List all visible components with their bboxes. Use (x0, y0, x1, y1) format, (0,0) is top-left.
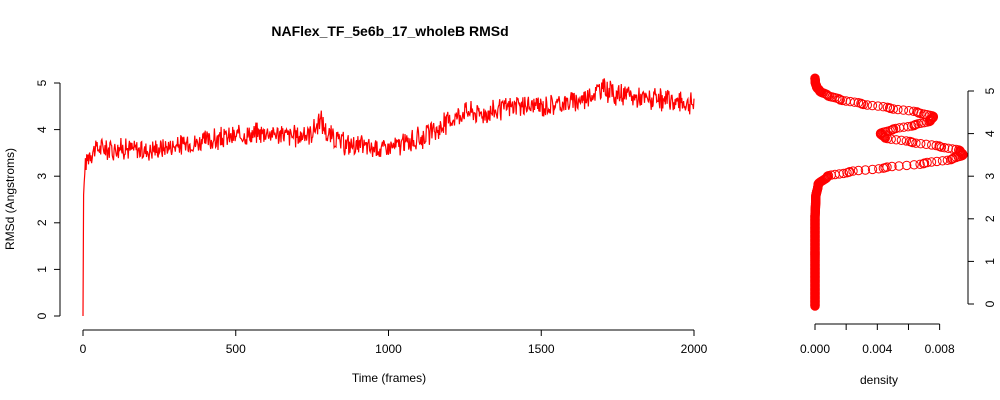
rmsd-series (82, 78, 695, 317)
density-point (951, 144, 961, 155)
main-y-tick-label: 4 (35, 126, 49, 133)
density-point (932, 156, 942, 167)
density-point (942, 155, 953, 166)
density-point (901, 136, 911, 146)
density-point (891, 135, 901, 145)
density-point (894, 161, 904, 171)
density-x-tick-label: 0.000 (800, 342, 830, 356)
density-x-axis-label: density (860, 373, 898, 387)
main-x-axis: 0 500 1000 1500 2000 (80, 329, 708, 356)
main-y-tick-label: 2 (35, 219, 49, 226)
density-point (882, 102, 893, 113)
density-series (810, 73, 968, 311)
density-point (956, 148, 967, 158)
main-y-axis: 0 1 2 3 4 5 (35, 79, 61, 319)
density-point (898, 105, 909, 115)
density-x-tick-label: 0.004 (862, 342, 892, 356)
density-point (921, 139, 931, 150)
density-point (909, 106, 919, 117)
density-point (882, 162, 892, 172)
density-point (867, 164, 878, 175)
density-point (873, 101, 883, 111)
density-point (914, 108, 924, 118)
density-y-tick-label: 4 (983, 130, 997, 137)
density-point (845, 167, 855, 177)
main-x-tick-label: 1500 (528, 342, 555, 356)
density-point (887, 161, 897, 172)
density-point (915, 159, 925, 170)
density-point (934, 141, 944, 151)
density-point (909, 120, 919, 131)
density-point (853, 165, 864, 176)
density-point (911, 138, 921, 148)
density-point (821, 173, 831, 184)
density-x-axis: 0.000 0.004 0.008 (800, 323, 955, 356)
density-point (927, 140, 937, 150)
density-point (904, 106, 914, 116)
rmsd-line (82, 78, 695, 317)
density-y-tick-label: 0 (983, 300, 997, 307)
main-x-tick-label: 1000 (375, 342, 402, 356)
density-point (922, 157, 932, 168)
main-x-tick-label: 500 (226, 342, 246, 356)
chart-title: NAFlex_TF_5e6b_17_wholeB RMSd (271, 23, 508, 39)
density-point (878, 102, 888, 112)
density-point (867, 100, 878, 111)
density-x-tick-label: 0.008 (925, 342, 955, 356)
density-y-tick-label: 5 (983, 87, 997, 94)
main-y-axis-label: RMSd (Angstroms) (3, 148, 17, 250)
density-y-tick-label: 2 (983, 215, 997, 222)
density-point (926, 157, 937, 167)
main-y-tick-label: 1 (35, 266, 49, 273)
density-point (902, 160, 912, 171)
density-point (875, 128, 886, 139)
density-point (909, 160, 919, 170)
main-y-tick-label: 0 (35, 312, 49, 319)
density-point (862, 100, 872, 110)
density-y-tick-label: 1 (983, 258, 997, 265)
density-point (860, 165, 871, 175)
density-point (931, 140, 941, 151)
density-y-tick-label: 3 (983, 173, 997, 180)
density-point (841, 96, 851, 106)
main-y-tick-label: 3 (35, 173, 49, 180)
main-x-tick-label: 0 (80, 342, 87, 356)
density-point (834, 169, 844, 179)
density-y-axis: 0 1 2 3 4 5 (967, 87, 997, 307)
main-x-axis-label: Time (frames) (352, 371, 426, 385)
density-point (913, 107, 923, 118)
density-point (838, 168, 849, 179)
main-x-tick-label: 2000 (681, 342, 708, 356)
density-point (896, 135, 907, 146)
density-point (848, 166, 858, 176)
density-point (810, 73, 820, 83)
main-y-tick-label: 5 (35, 79, 49, 86)
